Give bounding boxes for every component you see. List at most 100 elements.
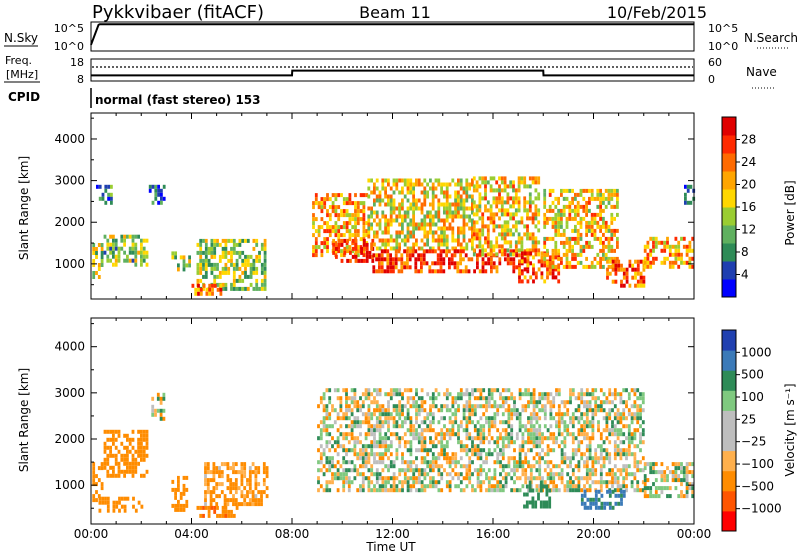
power-cell — [459, 269, 462, 274]
velocity-cell — [440, 416, 444, 421]
velocity-cell — [548, 488, 552, 493]
velocity-cell — [515, 416, 519, 421]
power-cell — [403, 238, 407, 243]
velocity-cell — [671, 474, 675, 479]
power-cell — [426, 242, 429, 247]
power-cell — [406, 210, 410, 215]
power-cell — [415, 178, 418, 183]
velocity-cell — [524, 388, 528, 393]
velocity-cell — [543, 460, 547, 465]
power-cell — [554, 228, 558, 233]
power-cell — [431, 214, 435, 219]
power-cell — [351, 201, 355, 206]
velocity-cell — [212, 478, 216, 483]
velocity-cell — [541, 436, 544, 441]
velocity-cell — [387, 416, 390, 421]
power-cell — [654, 244, 658, 249]
velocity-cell — [468, 408, 472, 413]
power-cell — [160, 200, 163, 205]
power-cell — [202, 283, 206, 288]
velocity-cell — [412, 460, 416, 465]
power-cell — [401, 178, 404, 183]
power-cell — [412, 214, 415, 219]
power-cell — [599, 236, 602, 241]
power-cell — [546, 208, 549, 213]
velocity-cell — [356, 472, 360, 477]
velocity-cell — [641, 400, 645, 405]
velocity-cell — [518, 388, 522, 393]
power-cell — [101, 196, 105, 201]
power-cell — [680, 260, 683, 265]
power-cell — [462, 257, 465, 262]
power-cell — [426, 238, 429, 243]
power-cell — [613, 192, 616, 197]
velocity-cell — [549, 400, 553, 405]
power-cell — [531, 244, 535, 249]
velocity-cell — [479, 464, 483, 469]
power-cell — [131, 234, 135, 239]
velocity-cell — [265, 470, 269, 475]
power-cell — [607, 188, 611, 193]
power-cell — [232, 262, 236, 267]
velocity-cell — [440, 436, 444, 441]
power-cell — [386, 265, 390, 270]
velocity-cell — [597, 497, 601, 502]
power-cell — [104, 200, 108, 205]
velocity-cell — [387, 436, 390, 441]
power-cell — [523, 224, 527, 229]
velocity-cell — [571, 480, 575, 485]
power-cell — [531, 176, 535, 181]
nsky-tick-top: 10^5 — [54, 22, 84, 35]
power-cell — [440, 202, 443, 207]
power-cell — [537, 240, 541, 245]
power-cell — [114, 242, 118, 247]
power-cell — [398, 202, 401, 207]
velocity-cell — [619, 428, 623, 433]
velocity-cell — [123, 473, 126, 478]
power-cell — [400, 257, 404, 262]
power-cell — [367, 222, 371, 227]
velocity-cell — [616, 392, 620, 397]
power-cell — [500, 204, 504, 209]
velocity-cell — [577, 480, 581, 485]
velocity-cell — [459, 444, 463, 449]
power-cell — [437, 178, 441, 183]
power-cell — [375, 246, 379, 251]
power-cell — [221, 286, 225, 291]
power-cell — [450, 261, 454, 266]
power-cell — [543, 220, 547, 225]
power-cell — [354, 238, 358, 243]
power-cell — [554, 204, 558, 209]
velocity-cell — [98, 496, 102, 501]
velocity-cell — [682, 470, 686, 475]
power-cell — [241, 278, 245, 283]
velocity-cell — [412, 432, 416, 437]
velocity-cell — [142, 445, 146, 450]
power-cell — [351, 241, 355, 246]
velocity-cell — [154, 408, 157, 413]
power-cell — [106, 254, 110, 259]
power-cell — [345, 245, 349, 250]
velocity-cell — [361, 400, 365, 405]
power-cell — [210, 246, 214, 251]
velocity-cell — [671, 470, 675, 475]
power-cell — [588, 244, 591, 249]
velocity-cell — [535, 460, 539, 465]
velocity-cell — [499, 488, 502, 493]
velocity-cell — [457, 408, 460, 413]
velocity-cell — [602, 408, 606, 413]
velocity-cell — [691, 494, 695, 499]
velocity-cell — [639, 488, 642, 493]
velocity-cell — [395, 456, 399, 461]
power-cell — [457, 194, 460, 199]
velocity-cell — [473, 428, 477, 433]
power-cell — [202, 258, 205, 263]
velocity-cell — [415, 456, 418, 461]
velocity-cell — [131, 461, 135, 466]
velocity-cell — [409, 420, 413, 425]
velocity-cell — [364, 416, 368, 421]
power-cell — [498, 249, 502, 254]
velocity-cell — [513, 472, 516, 477]
power-cell — [227, 266, 231, 271]
power-cell — [557, 256, 560, 261]
